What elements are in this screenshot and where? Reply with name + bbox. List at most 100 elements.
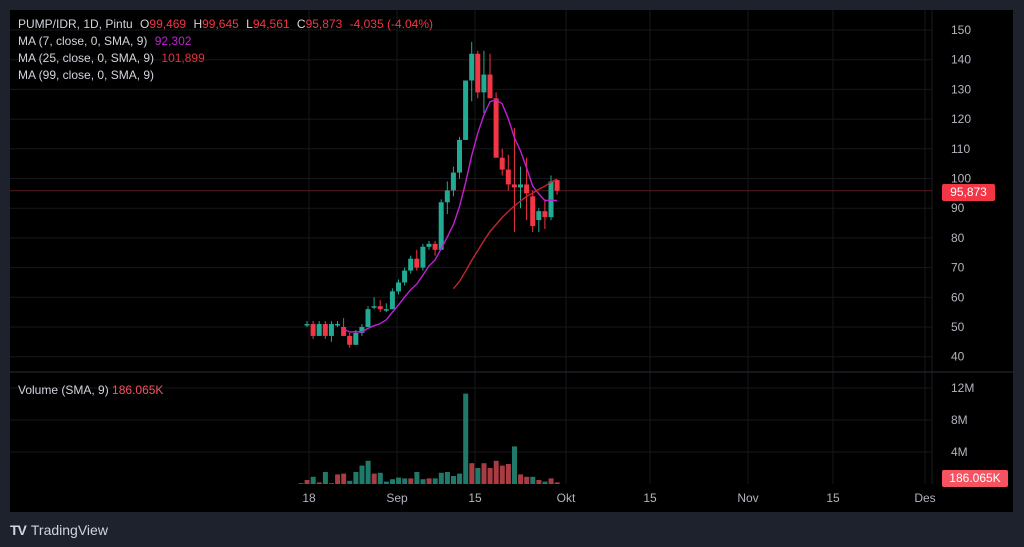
volume-bar <box>469 463 475 484</box>
tradingview-logo-icon: TV <box>10 522 27 538</box>
candle-body[interactable] <box>347 335 353 345</box>
volume-bar <box>390 479 395 484</box>
ma7-line <box>343 98 558 333</box>
candle-body[interactable] <box>328 324 334 336</box>
volume-bar <box>402 478 408 484</box>
volume-bar <box>536 480 542 484</box>
volume-bar <box>463 393 469 484</box>
candle-body[interactable] <box>511 184 517 188</box>
candle-body[interactable] <box>450 172 456 191</box>
candle-body[interactable] <box>408 258 414 271</box>
volume-sma-tag: 186.065K <box>942 470 1008 487</box>
volume-bar <box>542 481 548 484</box>
time-axis-label: Nov <box>737 491 758 505</box>
volume-bar <box>499 465 505 484</box>
candle-body[interactable] <box>310 324 316 336</box>
candle-body[interactable] <box>402 270 408 283</box>
volume-bar <box>420 479 426 484</box>
ma7-legend-row[interactable]: MA (7, close, 0, SMA, 9) 92,302 <box>18 33 433 50</box>
candle-body[interactable] <box>554 180 560 191</box>
time-axis-label: 18 <box>302 491 316 505</box>
brand-name: TradingView <box>30 522 108 538</box>
candle-body[interactable] <box>414 258 420 268</box>
candle-body[interactable] <box>396 282 401 292</box>
candle-body[interactable] <box>322 324 328 336</box>
volume-bar <box>481 463 487 484</box>
ma25-legend-row[interactable]: MA (25, close, 0, SMA, 9) 101,899 <box>18 50 433 67</box>
time-axis-label: 15 <box>468 491 482 505</box>
volume-bar <box>451 476 456 484</box>
volume-bar <box>457 473 463 484</box>
candle-body[interactable] <box>548 181 554 218</box>
candle-body[interactable] <box>536 211 542 221</box>
candle-body[interactable] <box>542 211 548 218</box>
volume-bar <box>493 460 499 484</box>
candle-body[interactable] <box>383 309 389 311</box>
candle-body[interactable] <box>426 243 432 247</box>
volume-bar <box>335 474 341 484</box>
volume-bar <box>530 476 536 484</box>
chart-canvas[interactable]: 150 140 130 120 110 100 90 80 70 60 50 40 18 Sep 15 Okt… <box>10 10 1013 512</box>
price-axis-label: 130 <box>951 82 971 96</box>
close-value: 95,873 <box>305 17 343 31</box>
candle-body[interactable] <box>316 324 322 336</box>
volume-bar <box>414 472 420 484</box>
candle-body[interactable] <box>389 291 395 310</box>
ma99-legend-row[interactable]: MA (99, close, 0, SMA, 9) <box>18 67 433 84</box>
price-axis-label: 90 <box>951 201 965 215</box>
volume-bar <box>444 472 450 484</box>
price-axis-label: 140 <box>951 53 971 67</box>
candle-body[interactable] <box>487 74 493 99</box>
close-label: C <box>296 17 306 31</box>
candle-body[interactable] <box>524 184 530 194</box>
candle-body[interactable] <box>444 190 450 203</box>
volume-bar <box>310 476 316 484</box>
price-axis-label: 70 <box>951 261 965 275</box>
low-value: 94,561 <box>252 17 290 31</box>
symbol-label[interactable]: PUMP/IDR, 1D, Pintu <box>18 17 133 31</box>
candle-body[interactable] <box>499 157 505 170</box>
candle-body[interactable] <box>341 327 347 336</box>
ma99-label: MA (99, close, 0, SMA, 9) <box>18 68 155 82</box>
tradingview-brand[interactable]: TV TradingView <box>10 522 108 538</box>
candle-body[interactable] <box>493 98 499 158</box>
time-axis-label: Des <box>914 491 935 505</box>
volume-bar <box>408 478 414 484</box>
volume-bar <box>329 483 334 484</box>
candle-body[interactable] <box>420 246 426 268</box>
candle-body[interactable] <box>371 306 377 308</box>
candle-body[interactable] <box>530 196 536 227</box>
candle-body[interactable] <box>469 53 475 81</box>
volume-bar <box>298 483 304 484</box>
candle-body[interactable] <box>359 327 365 333</box>
candle-body[interactable] <box>304 324 310 326</box>
candle-body[interactable] <box>438 202 444 250</box>
ma25-line <box>452 178 558 290</box>
volume-value: 186.065K <box>112 383 164 397</box>
candle-body[interactable] <box>377 306 383 310</box>
candle-body[interactable] <box>505 169 511 185</box>
candle-body[interactable] <box>335 324 340 326</box>
candle-body[interactable] <box>475 53 481 93</box>
candle-body[interactable] <box>481 74 487 93</box>
last-price-tag: 95,873 <box>942 184 995 201</box>
candle-body[interactable] <box>432 243 438 250</box>
volume-bar <box>518 474 524 484</box>
candle-body[interactable] <box>365 309 371 327</box>
candle-body[interactable] <box>518 184 523 188</box>
price-axis-label: 120 <box>951 112 971 126</box>
volume-axis-label: 8M <box>951 413 968 427</box>
candle-body[interactable] <box>463 80 469 140</box>
volume-bar <box>554 482 560 484</box>
ma25-label: MA (25, close, 0, SMA, 9) <box>18 51 155 65</box>
time-axis-label: Sep <box>386 491 408 505</box>
time-axis-label: 15 <box>643 491 657 505</box>
candle-body[interactable] <box>353 332 359 345</box>
low-label: L <box>246 17 253 31</box>
chart-frame[interactable]: 150 140 130 120 110 100 90 80 70 60 50 40 18 Sep 15 Okt… <box>10 10 1013 512</box>
candle-body[interactable] <box>457 139 462 173</box>
volume-bar <box>383 481 389 484</box>
price-axis-label: 60 <box>951 290 965 304</box>
volume-legend[interactable]: Volume (SMA, 9) 186.065K <box>18 383 163 397</box>
volume-bar <box>524 476 530 484</box>
